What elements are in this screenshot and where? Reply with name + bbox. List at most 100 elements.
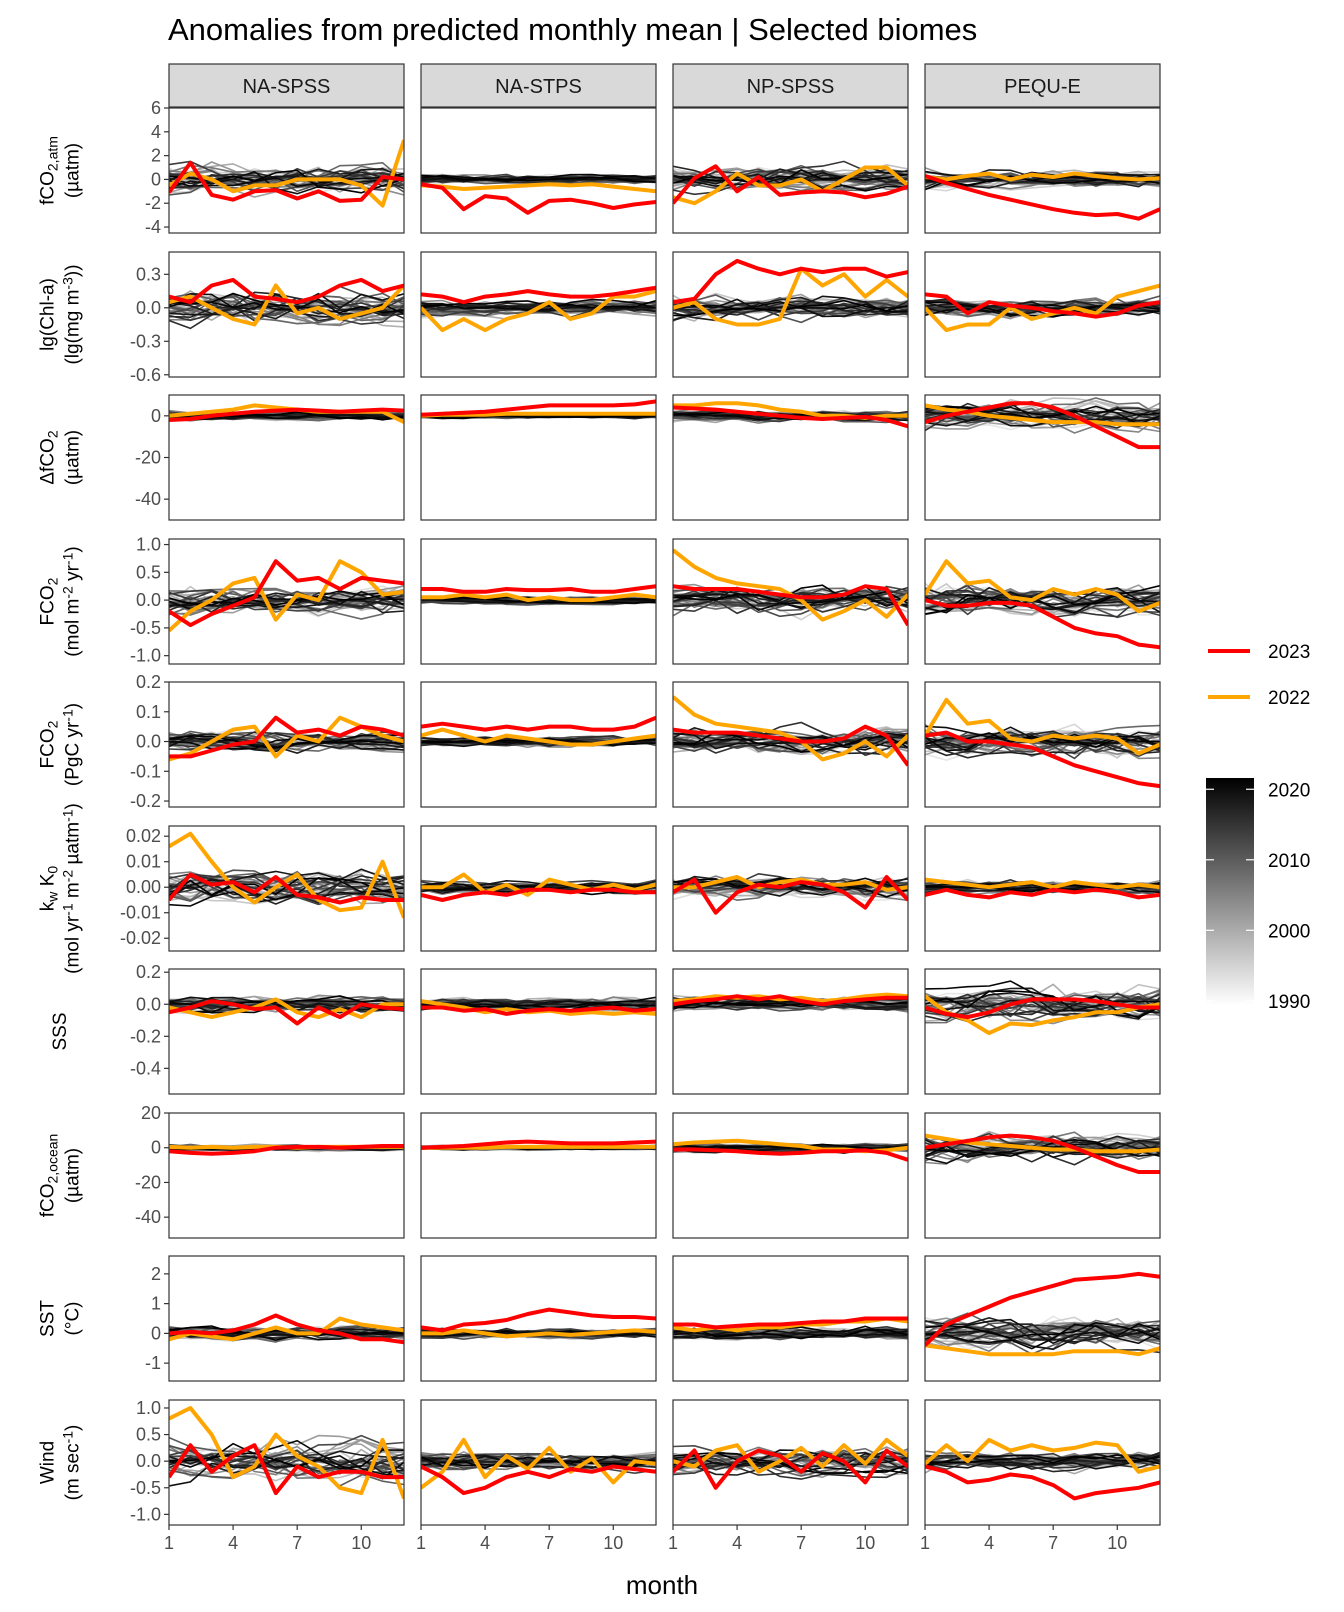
series-2023-line [673, 584, 908, 627]
year-line [673, 999, 908, 1008]
x-tick-label: 4 [480, 1533, 490, 1553]
panel-NP-SPSS-kwk0 [672, 825, 909, 952]
panel-lines [169, 1313, 404, 1345]
panel-border [168, 1399, 405, 1526]
y-axis-title-line: (lg(mg m-3)) [59, 264, 83, 364]
panel-lines [421, 1139, 656, 1152]
year-line [421, 173, 656, 183]
year-line [925, 584, 1160, 615]
year-line [925, 1454, 1160, 1465]
year-line [673, 999, 908, 1009]
series-2023-line [169, 1443, 404, 1496]
chart-title: Anomalies from predicted monthly mean | … [168, 12, 977, 47]
year-line [925, 174, 1160, 187]
panel-lines [169, 831, 404, 919]
year-line [925, 1453, 1160, 1469]
panel-border [672, 681, 909, 808]
panel-PEQU-E-sss [924, 968, 1161, 1095]
y-tick-label: -40 [135, 1207, 161, 1227]
series-2022-line [925, 994, 1160, 1036]
panel-border [672, 1255, 909, 1382]
year-line [673, 298, 908, 318]
panel-lines [421, 399, 656, 420]
series-2022-line [673, 165, 908, 206]
panel-background [169, 969, 404, 1094]
y-axis-title: ΔfCO2 (µatm) [38, 430, 84, 485]
year-line [169, 291, 404, 319]
series-2023-line [421, 1464, 656, 1496]
panel-NA-STPS-chla [420, 251, 657, 378]
x-tick-label: 7 [796, 1533, 806, 1553]
y-axis-title: SST (°C) [38, 1300, 84, 1337]
y-tick-label: 2 [151, 1264, 161, 1284]
y-tick-label: 1 [151, 1294, 161, 1314]
legend-gradient-bar [1206, 778, 1254, 1005]
y-axis-title-line: kw K0 [38, 866, 61, 912]
panel-NA-SPSS-sss [168, 968, 405, 1095]
series-2023-line [673, 1316, 908, 1330]
panel-border [672, 825, 909, 952]
year-line [169, 167, 404, 187]
legend: 2023 2022 2020 2010 2000 1990 [1206, 642, 1310, 1013]
y-axis-title-line: fCO2,atm [38, 136, 61, 205]
y-tick-label: -4 [145, 217, 161, 237]
x-tick-label: 1 [416, 1533, 426, 1553]
y-tick-label: 0 [151, 406, 161, 426]
y-tick-label: -0.5 [130, 618, 161, 638]
y-axis-title-line: Wind [38, 1441, 59, 1484]
panel-border [924, 394, 1161, 521]
panel-lines [421, 715, 656, 749]
year-line [169, 873, 404, 896]
series-2023-line [169, 715, 404, 759]
year-line [673, 168, 908, 186]
y-axis-title-line: SST [38, 1300, 59, 1337]
series-2023-line [169, 1313, 404, 1345]
y-axis-title: kw K0(mol yr-1 m-2 µatm-1) [38, 803, 84, 974]
x-tick-label: 1 [164, 1533, 174, 1553]
panel-border [168, 681, 405, 808]
year-line [421, 174, 656, 183]
series-2022-line [925, 1343, 1160, 1357]
y-tick-label: -0.2 [130, 791, 161, 811]
panel-border [672, 1112, 909, 1239]
panel-border [924, 1399, 1161, 1526]
panel-lines [169, 403, 404, 424]
series-2022-line [673, 875, 908, 892]
panel-lines [673, 1138, 908, 1162]
series-2022-line [925, 1437, 1160, 1474]
facet-strip-label: NA-STPS [495, 76, 582, 98]
panel-border [420, 107, 657, 234]
panel-NA-STPS-fco2flux_pgc [420, 681, 657, 808]
facet-strip [924, 63, 1161, 108]
panel-lines [925, 559, 1160, 650]
series-2023-line [169, 1144, 404, 1156]
series-2023-line [925, 730, 1160, 789]
series-2022-line [673, 1437, 908, 1474]
panel-border [420, 251, 657, 378]
series-2023-line [169, 559, 404, 628]
panel-NA-SPSS-wind [168, 1399, 405, 1526]
panel-lines [421, 1307, 656, 1341]
series-2022-line [673, 266, 908, 327]
x-tick-label: 7 [292, 1533, 302, 1553]
legend-gradient-label: 2020 [1268, 780, 1310, 801]
panel-background [421, 969, 656, 1094]
x-tick-label: 4 [984, 1533, 994, 1553]
panel-border [420, 1255, 657, 1382]
x-tick-label: 7 [1048, 1533, 1058, 1553]
y-tick-label: -0.2 [130, 1026, 161, 1046]
panel-lines [673, 160, 908, 206]
year-line [169, 170, 404, 195]
panel-lines [673, 401, 908, 429]
panel-NP-SPSS-sst [672, 1255, 909, 1382]
panel-border [168, 1112, 405, 1239]
series-2023-line [673, 405, 908, 429]
y-axis-title-line: lg(Chl-a) [38, 278, 59, 351]
facet-strip [168, 63, 405, 108]
year-line [673, 594, 908, 611]
panel-PEQU-E-wind [924, 1399, 1161, 1526]
y-axis-title: fCO2,ocean (µatm) [38, 1134, 84, 1218]
year-line [925, 1323, 1160, 1342]
panel-NA-STPS-sst [420, 1255, 657, 1382]
panel-lines [673, 1437, 908, 1490]
